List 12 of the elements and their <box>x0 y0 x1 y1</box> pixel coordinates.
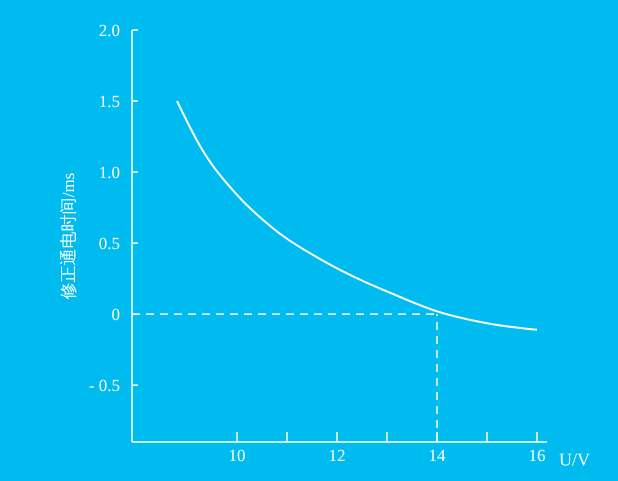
x-tick-label: 16 <box>528 446 546 465</box>
y-tick-label: 0.5 <box>98 234 120 254</box>
y-tick-label: 1.5 <box>98 92 120 112</box>
y-axis-title: 修正通电时间/ms <box>59 172 78 300</box>
x-tick-label: 14 <box>428 446 446 465</box>
x-tick-label: 12 <box>328 446 346 465</box>
y-tick-label: 0 <box>112 305 120 324</box>
y-tick-label: 1.0 <box>98 163 120 182</box>
x-axis-title: U/V <box>559 449 590 470</box>
y-tick-label: 2.0 <box>98 21 120 40</box>
y-tick-label: - 0.5 <box>88 376 120 396</box>
x-tick-label: 10 <box>228 446 246 465</box>
